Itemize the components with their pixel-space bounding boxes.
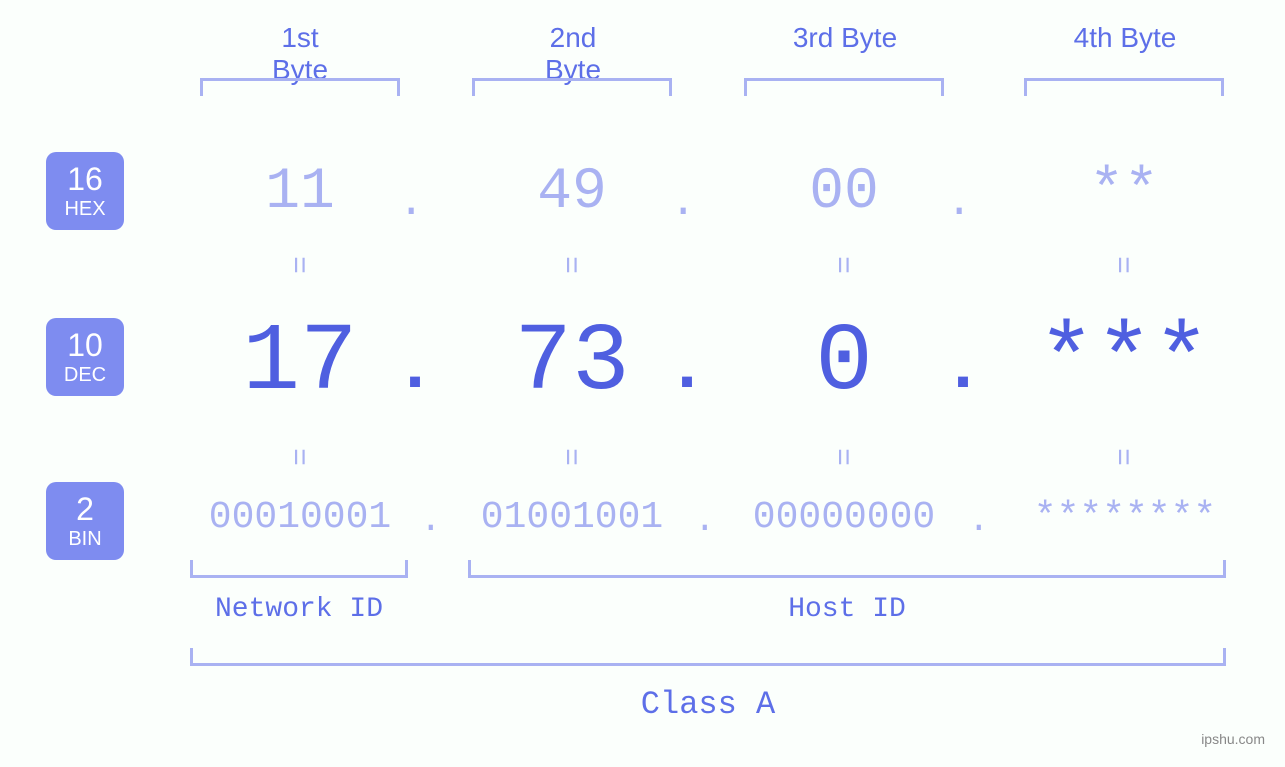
host-id-label: Host ID — [468, 594, 1226, 625]
eq-2-1: = — [280, 448, 314, 466]
bracket-top-4 — [1024, 78, 1224, 96]
byte-header-2: 2nd Byte — [518, 22, 628, 86]
dec-badge-sys: DEC — [64, 365, 106, 385]
eq-2-3: = — [824, 448, 858, 466]
dec-val-1: 17 — [200, 308, 400, 417]
dec-badge: 10 DEC — [46, 318, 124, 396]
dec-val-4: *** — [1024, 308, 1224, 417]
dec-dot-2: . — [666, 330, 698, 409]
byte-header-4: 4th Byte — [1070, 22, 1180, 54]
hex-dot-2: . — [670, 178, 694, 228]
host-id-bracket — [468, 560, 1226, 578]
hex-badge-sys: HEX — [64, 199, 105, 219]
class-bracket — [190, 648, 1226, 666]
bin-badge-num: 2 — [76, 493, 94, 525]
eq-1-1: = — [280, 256, 314, 274]
class-label: Class A — [190, 686, 1226, 723]
bin-val-4: ******** — [1014, 496, 1236, 539]
hex-dot-1: . — [398, 178, 422, 228]
eq-2-4: = — [1104, 448, 1138, 466]
watermark: ipshu.com — [1201, 731, 1265, 747]
hex-val-2: 49 — [472, 160, 672, 225]
bin-dot-2: . — [694, 500, 714, 541]
hex-badge: 16 HEX — [46, 152, 124, 230]
hex-badge-num: 16 — [67, 163, 103, 195]
ip-diagram: 1st Byte 2nd Byte 3rd Byte 4th Byte 16 H… — [0, 0, 1285, 767]
eq-1-2: = — [552, 256, 586, 274]
bracket-top-3 — [744, 78, 944, 96]
eq-2-2: = — [552, 448, 586, 466]
bin-badge: 2 BIN — [46, 482, 124, 560]
bracket-top-2 — [472, 78, 672, 96]
dec-dot-1: . — [394, 330, 426, 409]
bracket-top-1 — [200, 78, 400, 96]
hex-dot-3: . — [946, 178, 970, 228]
hex-val-3: 00 — [744, 160, 944, 225]
bin-val-1: 00010001 — [190, 496, 410, 539]
bin-badge-sys: BIN — [68, 529, 101, 549]
network-id-label: Network ID — [190, 594, 408, 625]
bin-dot-1: . — [420, 500, 440, 541]
dec-badge-num: 10 — [67, 329, 103, 361]
dec-val-2: 73 — [472, 308, 672, 417]
bin-val-2: 01001001 — [462, 496, 682, 539]
byte-header-3: 3rd Byte — [790, 22, 900, 54]
network-id-bracket — [190, 560, 408, 578]
bin-dot-3: . — [968, 500, 988, 541]
hex-val-4: ** — [1024, 160, 1224, 225]
bin-val-3: 00000000 — [734, 496, 954, 539]
hex-val-1: 11 — [200, 160, 400, 225]
dec-val-3: 0 — [744, 308, 944, 417]
eq-1-3: = — [824, 256, 858, 274]
byte-header-1: 1st Byte — [250, 22, 350, 86]
eq-1-4: = — [1104, 256, 1138, 274]
dec-dot-3: . — [942, 330, 974, 409]
